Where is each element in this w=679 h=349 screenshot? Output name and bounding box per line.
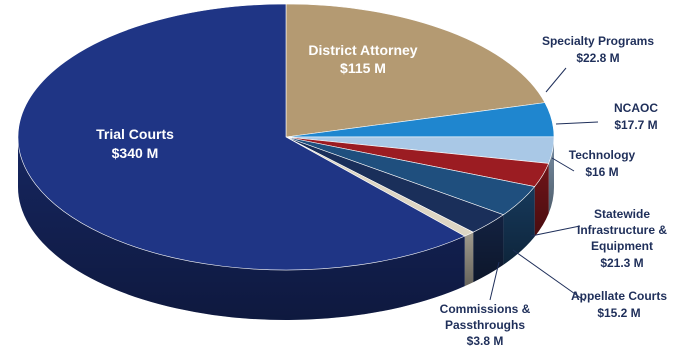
leader-line-specialty-programs	[545, 67, 567, 93]
slice-side-shade-commissions-passthroughs	[464, 232, 474, 287]
label-district-attorney-name: District Attorney	[308, 42, 417, 58]
label-appellate-courts-value: $15.2 M	[597, 306, 640, 320]
label-statewide-line1: Statewide	[594, 207, 650, 221]
leader-line-statewide-infrastructure-equipment	[530, 225, 581, 237]
slice-side-shade-statewide-infrastructure-equipment	[503, 186, 535, 265]
slice-side-shade-appellate-courts	[473, 214, 504, 283]
label-technology-name: Technology	[569, 148, 636, 162]
slice-district-attorney	[285, 3, 546, 138]
pie-sides	[18, 137, 554, 321]
label-statewide-value: $21.3 M	[600, 256, 643, 270]
leader-line-appellate-courts	[512, 249, 586, 302]
label-district-attorney-value: $115 M	[340, 60, 386, 76]
label-commissions-value: $3.8 M	[467, 334, 504, 348]
label-ncaoc-name: NCAOC	[614, 101, 658, 115]
label-appellate-courts-name: Appellate Courts	[571, 289, 667, 303]
label-technology-value: $16 M	[585, 165, 618, 179]
slice-side-shade-technology	[534, 163, 549, 237]
pie-tops	[17, 3, 555, 271]
label-ncaoc-value: $17.7 M	[614, 118, 657, 132]
slice-trial-courts	[17, 3, 466, 271]
leader-line-commissions-passthroughs	[489, 261, 500, 301]
leader-lines	[489, 67, 599, 302]
label-commissions-line2: Passthroughs	[445, 318, 525, 332]
label-commissions-line1: Commissions &	[440, 302, 531, 316]
leader-line-technology	[551, 157, 575, 172]
slice-side-shade-ncaoc	[548, 137, 554, 214]
label-trial-courts-value: $340 M	[112, 145, 159, 161]
label-specialty-programs-value: $22.8 M	[576, 51, 619, 65]
slice-side-shade-trial-courts	[18, 137, 465, 321]
label-specialty-programs-name: Specialty Programs	[542, 34, 654, 48]
label-statewide-line2: Infrastructure &	[577, 223, 667, 237]
label-trial-courts-name: Trial Courts	[96, 126, 174, 142]
label-statewide-line3: Equipment	[591, 239, 653, 253]
leader-line-ncaoc	[555, 121, 599, 125]
